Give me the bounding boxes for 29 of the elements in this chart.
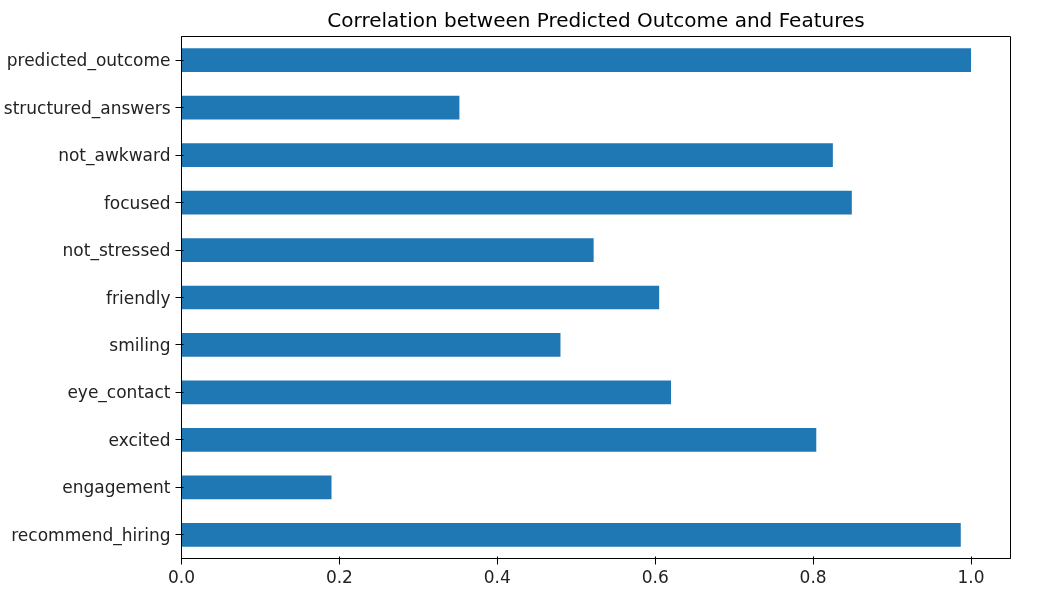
y-tick-label: recommend_hiring: [11, 524, 171, 546]
y-tick-label: friendly: [105, 287, 171, 308]
y-tick-label: excited: [108, 429, 171, 450]
bar: [181, 522, 961, 547]
x-tick-label: 0.8: [799, 566, 827, 587]
y-tick-label: not_awkward: [58, 145, 171, 167]
bar: [181, 190, 852, 215]
y-tick-label: smiling: [109, 334, 171, 355]
bar: [181, 285, 660, 310]
bar: [181, 238, 594, 262]
bar: [181, 143, 833, 167]
x-tick-label: 0.6: [641, 566, 669, 587]
y-tick-label: predicted_outcome: [6, 50, 171, 72]
y-tick-label: focused: [103, 192, 171, 213]
y-tick-label: engagement: [62, 477, 171, 498]
y-tick-label: structured_answers: [3, 97, 171, 119]
bar: [181, 380, 671, 405]
x-tick-label: 0.4: [483, 566, 511, 587]
x-tick-label: 0.2: [325, 566, 353, 587]
bar: [181, 475, 332, 500]
bar: [181, 333, 561, 357]
bar: [181, 428, 817, 452]
y-tick-label: eye_contact: [67, 382, 171, 404]
y-tick-label: not_stressed: [62, 240, 171, 262]
bar: [181, 95, 460, 120]
x-tick-label: 1.0: [957, 566, 985, 587]
chart-title: Correlation between Predicted Outcome and Features: [327, 7, 865, 32]
x-tick-label: 0.0: [167, 566, 196, 587]
bar: [181, 48, 972, 73]
